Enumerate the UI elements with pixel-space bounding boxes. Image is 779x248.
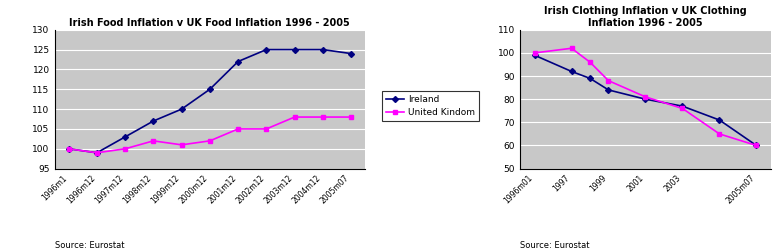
Ireland [715, 119, 724, 122]
Ireland [234, 60, 243, 63]
United Kindom [262, 127, 271, 130]
Ireland [567, 70, 576, 73]
United Kindom [64, 147, 73, 150]
Text: Source: Eurostat: Source: Eurostat [55, 241, 124, 248]
United Kindom [92, 151, 101, 154]
UK [567, 47, 576, 50]
Ireland [604, 89, 613, 92]
Ireland [530, 54, 539, 57]
Ireland [641, 98, 650, 101]
UK [678, 107, 687, 110]
Ireland [92, 151, 101, 154]
Title: Irish Food Inflation v UK Food Inflation 1996 - 2005: Irish Food Inflation v UK Food Inflation… [69, 18, 351, 28]
Ireland [585, 77, 594, 80]
Ireland [752, 144, 761, 147]
Ireland [121, 135, 130, 138]
United Kindom [177, 143, 186, 146]
Line: UK: UK [533, 46, 759, 148]
United Kindom [234, 127, 243, 130]
Ireland [64, 147, 73, 150]
United Kindom [290, 116, 299, 119]
Text: Source: Eurostat: Source: Eurostat [520, 241, 589, 248]
Ireland [678, 105, 687, 108]
United Kindom [121, 147, 130, 150]
Ireland [290, 48, 299, 51]
UK [715, 132, 724, 135]
Ireland [205, 88, 214, 91]
Ireland [347, 52, 356, 55]
Line: Ireland: Ireland [66, 48, 353, 155]
Legend: Ireland, United Kindom: Ireland, United Kindom [382, 91, 478, 121]
Line: Ireland: Ireland [533, 53, 759, 148]
Ireland [318, 48, 327, 51]
United Kindom [347, 116, 356, 119]
Line: United Kindom: United Kindom [66, 115, 353, 155]
United Kindom [149, 139, 158, 142]
Title: Irish Clothing Inflation v UK Clothing
Inflation 1996 - 2005: Irish Clothing Inflation v UK Clothing I… [544, 6, 747, 28]
UK [752, 144, 761, 147]
UK [585, 61, 594, 64]
UK [641, 95, 650, 98]
UK [530, 51, 539, 54]
United Kindom [205, 139, 214, 142]
Ireland [177, 108, 186, 111]
UK [604, 79, 613, 82]
United Kindom [318, 116, 327, 119]
Ireland [149, 120, 158, 123]
Ireland [262, 48, 271, 51]
